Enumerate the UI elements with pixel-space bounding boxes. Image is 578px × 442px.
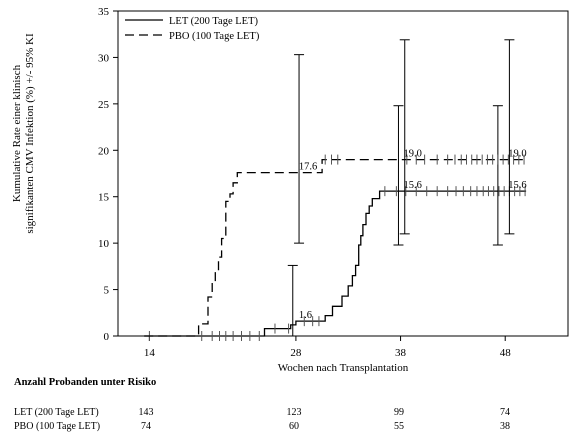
x-axis-label: Wochen nach Transplantation [278,362,409,374]
risk-pbo-week28: 60 [289,421,299,432]
value-label-let-2: 15.6 [508,180,526,191]
x-tick-label-38: 38 [395,347,407,359]
y-axis-label-line1: Kumulative Rate einer klinisch [11,64,23,202]
value-label-let-0: 1.6 [299,310,312,321]
legend-label-let: LET (200 Tage LET) [169,16,258,27]
risk-pbo-week48: 38 [500,421,510,432]
value-label-pbo-1: 19.0 [404,149,422,160]
legend-label-pbo: PBO (100 Tage LET) [169,31,260,42]
value-label-let-1: 15.6 [404,180,422,191]
y-tick-label-5: 5 [104,285,110,297]
risk-table-title: Anzahl Probanden unter Risiko [14,377,157,388]
series-pbo-curve [144,158,527,337]
risk-let-week38: 99 [394,407,404,418]
y-tick-label-20: 20 [98,145,110,157]
value-label-pbo-0: 17.6 [299,162,317,173]
x-tick-label-14: 14 [144,347,156,359]
risk-row-label-pbo: PBO (100 Tage LET) [14,421,101,432]
plot-area: 0 5 10 15 20 25 30 35 14 28 38 48 Wochen nach Transp… [11,6,569,374]
y-tick-label-15: 15 [98,192,110,204]
x-tick-label-28: 28 [290,347,302,359]
y-tick-label-10: 10 [98,238,110,250]
value-label-pbo-2: 19.0 [508,149,526,160]
y-tick-label-0: 0 [104,331,110,343]
y-tick-label-25: 25 [98,99,110,111]
y-tick-label-35: 35 [98,6,110,18]
risk-pbo-week14: 74 [141,421,151,432]
risk-let-week14: 143 [138,407,154,418]
plot-frame [117,10,569,337]
risk-let-week48: 74 [500,407,510,418]
x-tick-label-48: 48 [500,347,512,359]
y-axis-label-line2: signifikanten CMV Infektion (%) +/- 95% … [24,33,36,234]
y-tick-label-30: 30 [98,52,110,64]
risk-row-label-let: LET (200 Tage LET) [14,407,99,418]
risk-pbo-week38: 55 [394,421,404,432]
series-let-curve [144,190,527,337]
risk-let-week28: 123 [286,407,302,418]
